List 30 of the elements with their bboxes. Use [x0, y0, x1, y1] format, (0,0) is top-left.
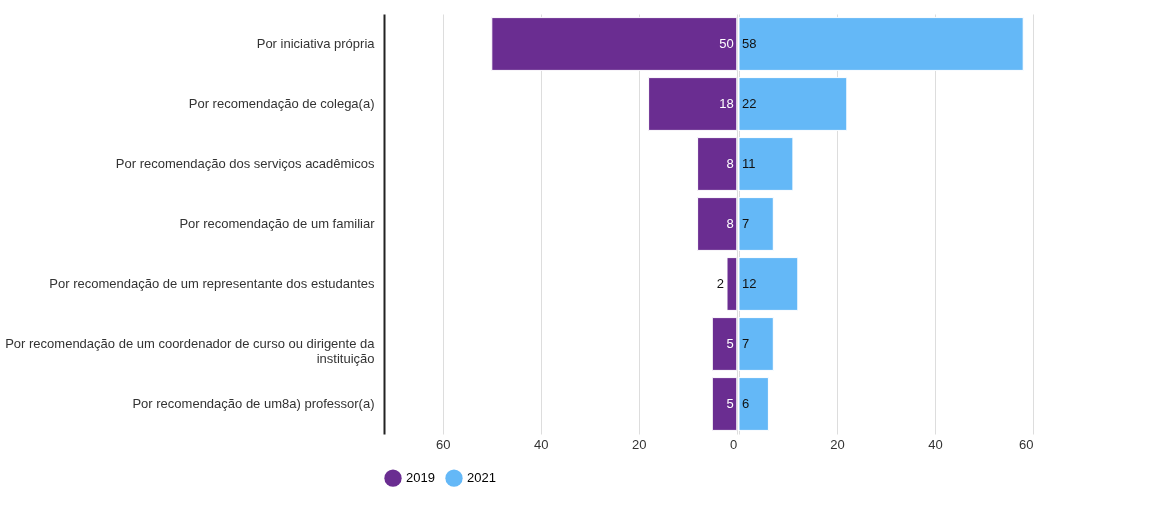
data-label: 6 — [742, 396, 750, 411]
data-label: 11 — [742, 156, 756, 171]
data-label: 18 — [719, 96, 734, 111]
y-tick-label: Por recomendação de colega(a) — [188, 96, 375, 111]
y-tick-label: Por recomendação dos serviços acadêmicos — [115, 156, 375, 171]
x-tick-label: 20 — [632, 436, 647, 452]
data-label: 50 — [719, 36, 734, 51]
x-tick-label: 60 — [436, 436, 451, 452]
legend-label: 2019 — [406, 470, 435, 486]
data-label: 5 — [726, 396, 734, 411]
data-label: 8 — [726, 156, 734, 171]
y-tick-label: Por iniciativa própria — [256, 36, 376, 51]
y-tick-label: Por recomendação de um coordenador de curso ou dirigente da instituição — [5, 336, 376, 366]
legend-label: 2021 — [467, 470, 496, 486]
x-tick-label: 60 — [1019, 436, 1034, 452]
x-tick-label: 20 — [830, 436, 845, 452]
x-tick-label: 40 — [534, 436, 549, 452]
data-label: 2 — [716, 276, 724, 291]
data-label: 22 — [742, 96, 757, 111]
data-label: 7 — [742, 336, 750, 351]
data-label: 12 — [742, 276, 757, 291]
x-tick-label: 0 — [730, 436, 738, 452]
x-tick-label: 40 — [928, 436, 943, 452]
data-label: 8 — [726, 216, 734, 231]
data-label: 58 — [742, 36, 757, 51]
data-label: 5 — [726, 336, 734, 351]
data-label: 7 — [742, 216, 750, 231]
y-tick-label: Por recomendação de um8a) professor(a) — [132, 396, 375, 411]
y-tick-label: Por recomendação de um familiar — [179, 216, 376, 231]
y-tick-label: Por recomendação de um representante dos estudantes — [49, 276, 375, 291]
